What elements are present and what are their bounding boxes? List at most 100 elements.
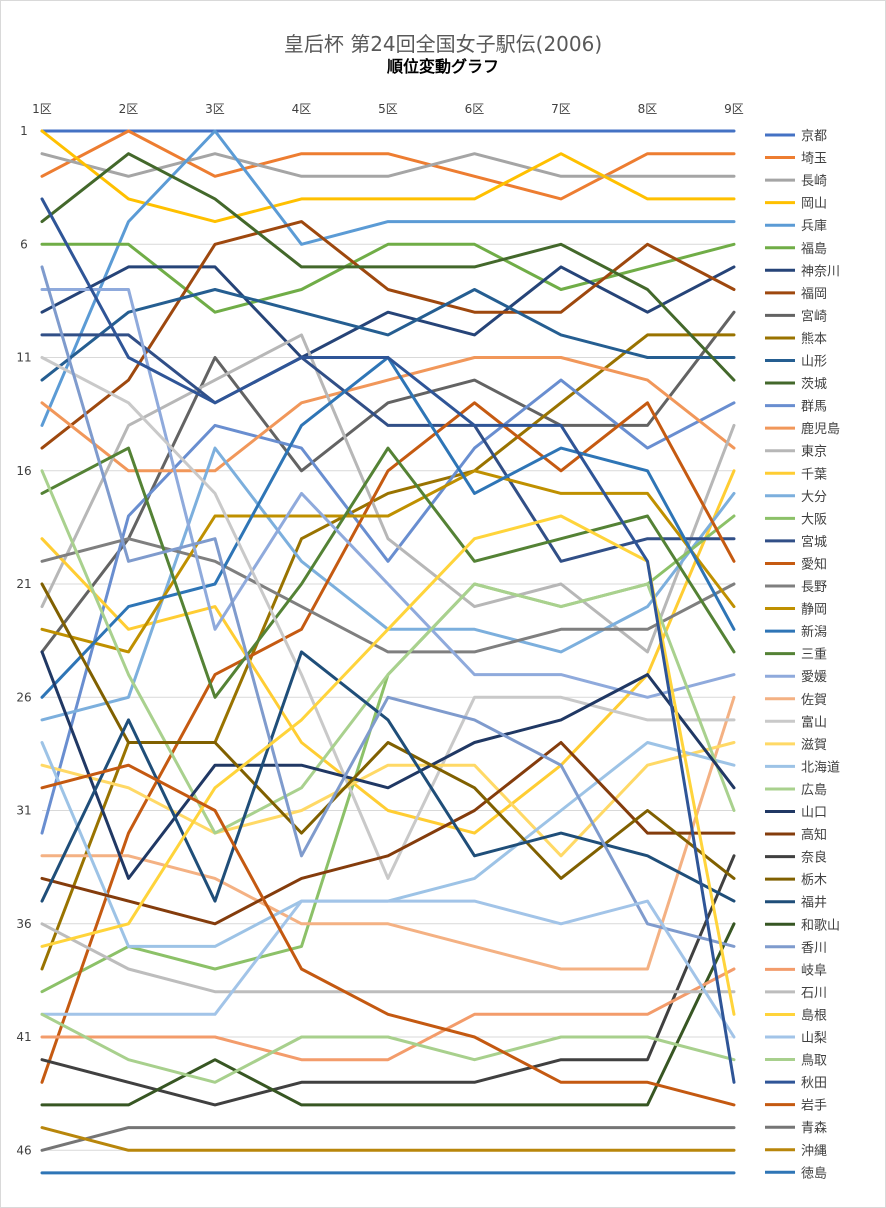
legend-label: 島根: [801, 1008, 827, 1023]
series-line: [40, 446, 736, 699]
legend-label: 鳥取: [801, 1054, 827, 1069]
series-line: [40, 469, 736, 835]
series-line: [40, 152, 736, 382]
legend-label: 香川: [801, 941, 827, 956]
legend-label: 千葉: [801, 467, 827, 482]
x-tick-label: 4区: [292, 102, 312, 116]
legend-label: 埼玉: [801, 152, 827, 167]
series-line: [40, 1012, 736, 1084]
series-line: [40, 582, 736, 880]
chart-subtitle: 順位変動グラフ: [386, 57, 499, 76]
legend-label: 岐阜: [801, 962, 827, 978]
x-tick-label: 1区: [32, 102, 52, 116]
legend-label: 鹿児島: [801, 421, 840, 437]
series-line: [40, 741, 736, 926]
series-line: [40, 265, 736, 948]
y-tick-label: 21: [16, 577, 31, 591]
series-line: [40, 695, 736, 971]
legend-label: 広島: [801, 783, 827, 798]
y-tick-label: 46: [16, 1143, 31, 1157]
x-tick-label: 6区: [465, 102, 485, 116]
legend-label: 岡山: [801, 197, 827, 212]
series-line: [40, 967, 736, 1062]
legend-label: 奈良: [801, 850, 827, 866]
legend-label: 大阪: [801, 512, 827, 527]
legend-label: 山形: [801, 355, 827, 370]
legend-label: 山梨: [801, 1031, 827, 1046]
legend-label: 沖縄: [801, 1144, 827, 1159]
series-line: [40, 220, 736, 450]
legend-label: 兵庫: [801, 219, 827, 234]
series-line: [40, 469, 736, 835]
x-tick-label: 5区: [378, 102, 398, 116]
legend-label: 栃木: [801, 873, 827, 888]
legend-label: 高知: [801, 827, 827, 843]
gridlines: [42, 130, 734, 1151]
legend-label: 和歌山: [801, 918, 840, 933]
series-line: [40, 741, 736, 858]
legend-label: 茨城: [801, 377, 827, 392]
legend-label: 愛知: [801, 556, 827, 572]
x-tick-label: 7区: [551, 102, 571, 116]
legend-label: 滋賀: [801, 738, 827, 753]
series-line: [40, 1126, 736, 1152]
series-line: [40, 129, 736, 427]
legend-label: 長野: [801, 580, 827, 595]
series-line: [40, 129, 736, 201]
chart-title: 皇后杯 第24回全国女子駅伝(2006): [283, 32, 603, 56]
legend-label: 新潟: [801, 624, 827, 640]
legend: 京都埼玉長崎岡山兵庫福島神奈川福岡宮崎熊本山形茨城群馬鹿児島東京千葉大分大阪宮城…: [765, 129, 840, 1181]
series-line: [40, 537, 736, 654]
series-line: [40, 922, 736, 1107]
legend-label: 愛媛: [801, 670, 827, 685]
series-line: [40, 129, 736, 224]
x-tick-label: 3区: [205, 102, 225, 116]
legend-label: 福島: [801, 242, 827, 257]
legend-label: 岩手: [801, 1099, 827, 1114]
legend-label: 静岡: [801, 603, 827, 618]
x-axis-ticks: 1区 2区 3区 4区 5区 6区 7区 8区 9区: [32, 102, 744, 116]
series-line: [40, 514, 736, 1016]
legend-label: 北海道: [801, 760, 840, 775]
legend-label: 群馬: [801, 400, 827, 415]
legend-label: 宮崎: [801, 308, 827, 324]
series-line: [40, 265, 736, 359]
x-tick-label: 9区: [724, 102, 744, 116]
series-line: [40, 650, 736, 880]
y-tick-label: 16: [16, 464, 31, 478]
series-line: [40, 899, 736, 1039]
y-tick-label: 6: [20, 237, 28, 251]
series-line: [40, 469, 736, 654]
y-tick-label: 1: [20, 124, 28, 138]
series-line: [40, 288, 736, 382]
series-line: [40, 356, 736, 880]
series-line: [40, 922, 736, 994]
series-lines: [40, 129, 736, 1175]
series-line: [40, 197, 736, 1084]
y-tick-label: 11: [16, 351, 31, 365]
series-line: [40, 356, 736, 473]
legend-label: 富山: [801, 714, 827, 730]
legend-label: 三重: [801, 647, 827, 663]
y-tick-label: 36: [16, 917, 31, 931]
y-tick-label: 41: [16, 1030, 31, 1044]
legend-label: 青森: [801, 1121, 827, 1136]
y-tick-label: 26: [16, 690, 31, 704]
x-tick-label: 2区: [119, 102, 139, 116]
legend-label: 秋田: [801, 1076, 827, 1091]
series-line: [40, 1126, 736, 1152]
y-tick-label: 31: [16, 804, 31, 818]
legend-label: 神奈川: [801, 264, 840, 279]
series-line: [40, 763, 736, 1107]
legend-label: 福井: [801, 896, 827, 911]
series-line: [40, 152, 736, 178]
legend-label: 東京: [801, 444, 827, 460]
legend-label: 山口: [801, 806, 827, 821]
legend-label: 佐賀: [801, 693, 827, 708]
legend-label: 長崎: [801, 174, 827, 189]
legend-label: 大分: [801, 490, 827, 505]
x-tick-label: 8区: [638, 102, 658, 116]
series-line: [40, 650, 736, 903]
legend-label: 京都: [801, 129, 827, 144]
